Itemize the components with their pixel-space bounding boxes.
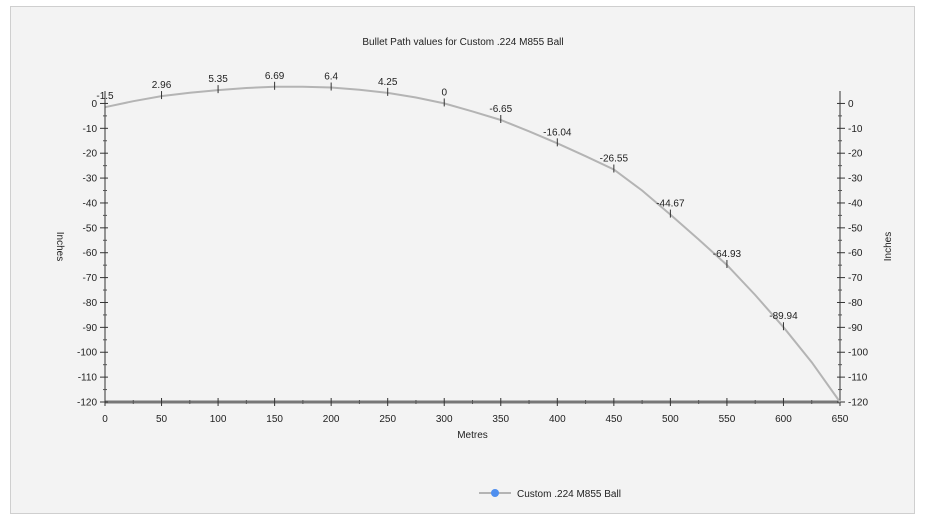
data-label: -89.94 bbox=[769, 311, 798, 322]
x-tick-label: 450 bbox=[606, 414, 623, 425]
x-tick-label: 650 bbox=[832, 414, 849, 425]
y-tick-label-left: -80 bbox=[83, 298, 98, 309]
legend-label: Custom .224 M855 Ball bbox=[517, 489, 621, 500]
y-tick-label-right: -30 bbox=[848, 174, 863, 185]
x-tick-label: 550 bbox=[719, 414, 736, 425]
data-label: -44.67 bbox=[656, 199, 685, 210]
x-tick-label: 400 bbox=[549, 414, 566, 425]
y-tick-label-right: -90 bbox=[848, 323, 863, 334]
x-tick-label: 200 bbox=[323, 414, 340, 425]
y-tick-label-left: -10 bbox=[83, 124, 98, 135]
y-tick-label-left: -20 bbox=[83, 149, 98, 160]
y-axis-title-right: Inches bbox=[883, 232, 894, 261]
y-tick-label-right: -10 bbox=[848, 124, 863, 135]
x-tick-label: 250 bbox=[379, 414, 396, 425]
data-label: 6.69 bbox=[265, 71, 285, 82]
x-tick-label: 150 bbox=[266, 414, 283, 425]
x-tick-label: 350 bbox=[492, 414, 509, 425]
series-lines bbox=[104, 85, 841, 403]
y-tick-label-left: 0 bbox=[91, 99, 97, 110]
y-tick-label-left: -90 bbox=[83, 323, 98, 334]
data-label: -64.93 bbox=[713, 249, 742, 260]
y-tick-label-left: -100 bbox=[77, 348, 97, 359]
x-tick-label: 500 bbox=[662, 414, 679, 425]
data-label: 0 bbox=[441, 87, 447, 98]
data-label: -16.04 bbox=[543, 127, 572, 138]
y-tick-label-right: -70 bbox=[848, 273, 863, 284]
y-tick-label-right: -50 bbox=[848, 223, 863, 234]
x-tick-label: 50 bbox=[156, 414, 168, 425]
chart-canvas: Bullet Path values for Custom .224 M855 … bbox=[54, 37, 894, 500]
legend-marker bbox=[491, 489, 499, 497]
data-label: -26.55 bbox=[600, 153, 629, 164]
axes bbox=[104, 91, 841, 404]
y-tick-label-right: -60 bbox=[848, 248, 863, 259]
y-tick-label-left: -40 bbox=[83, 198, 98, 209]
y-tick-label-left: -30 bbox=[83, 174, 98, 185]
data-labels: -1.5 2.96 5.35 6.69 6.4 4.25 0 -6.65 -16.04 -26.5… bbox=[96, 71, 798, 331]
x-tick-label: 300 bbox=[436, 414, 453, 425]
x-tick-label: 100 bbox=[210, 414, 227, 425]
data-label: -1.5 bbox=[96, 91, 114, 102]
y-tick-label-left: -110 bbox=[78, 373, 98, 384]
x-axis-title: Metres bbox=[457, 430, 488, 441]
legend: Custom .224 M855 Ball bbox=[479, 489, 621, 500]
y-tick-label-left: -120 bbox=[77, 398, 97, 409]
y-axis-title-left: Inches bbox=[54, 232, 65, 261]
x-tick-label: 600 bbox=[775, 414, 792, 425]
chart-title: Bullet Path values for Custom .224 M855 … bbox=[362, 37, 563, 48]
x-tick-label: 0 bbox=[102, 414, 108, 425]
y-tick-label-left: -60 bbox=[83, 248, 98, 259]
data-label: 4.25 bbox=[378, 77, 398, 88]
data-label: -6.65 bbox=[489, 104, 512, 115]
y-tick-label-right: 0 bbox=[848, 99, 854, 110]
y-tick-label-right: -40 bbox=[848, 198, 863, 209]
y-tick-label-left: -50 bbox=[83, 223, 98, 234]
y-tick-label-right: -20 bbox=[848, 149, 863, 160]
y-tick-label-right: -80 bbox=[848, 298, 863, 309]
data-label: 2.96 bbox=[152, 80, 172, 91]
series-line bbox=[104, 85, 841, 403]
y-tick-label-right: -110 bbox=[848, 373, 868, 384]
data-label: 6.4 bbox=[324, 72, 338, 83]
data-label: 5.35 bbox=[208, 74, 228, 85]
y-tick-label-right: -120 bbox=[848, 398, 868, 409]
y-tick-label-right: -100 bbox=[848, 348, 868, 359]
tick-labels: 0 0 -10 -10 -20 -20 -30 -30 -40 -40 -50 -50 -60 -60 -7… bbox=[77, 99, 868, 425]
tick-marks bbox=[100, 102, 845, 406]
chart-panel: Bullet Path values for Custom .224 M855 … bbox=[10, 6, 915, 514]
y-tick-label-left: -70 bbox=[83, 273, 98, 284]
